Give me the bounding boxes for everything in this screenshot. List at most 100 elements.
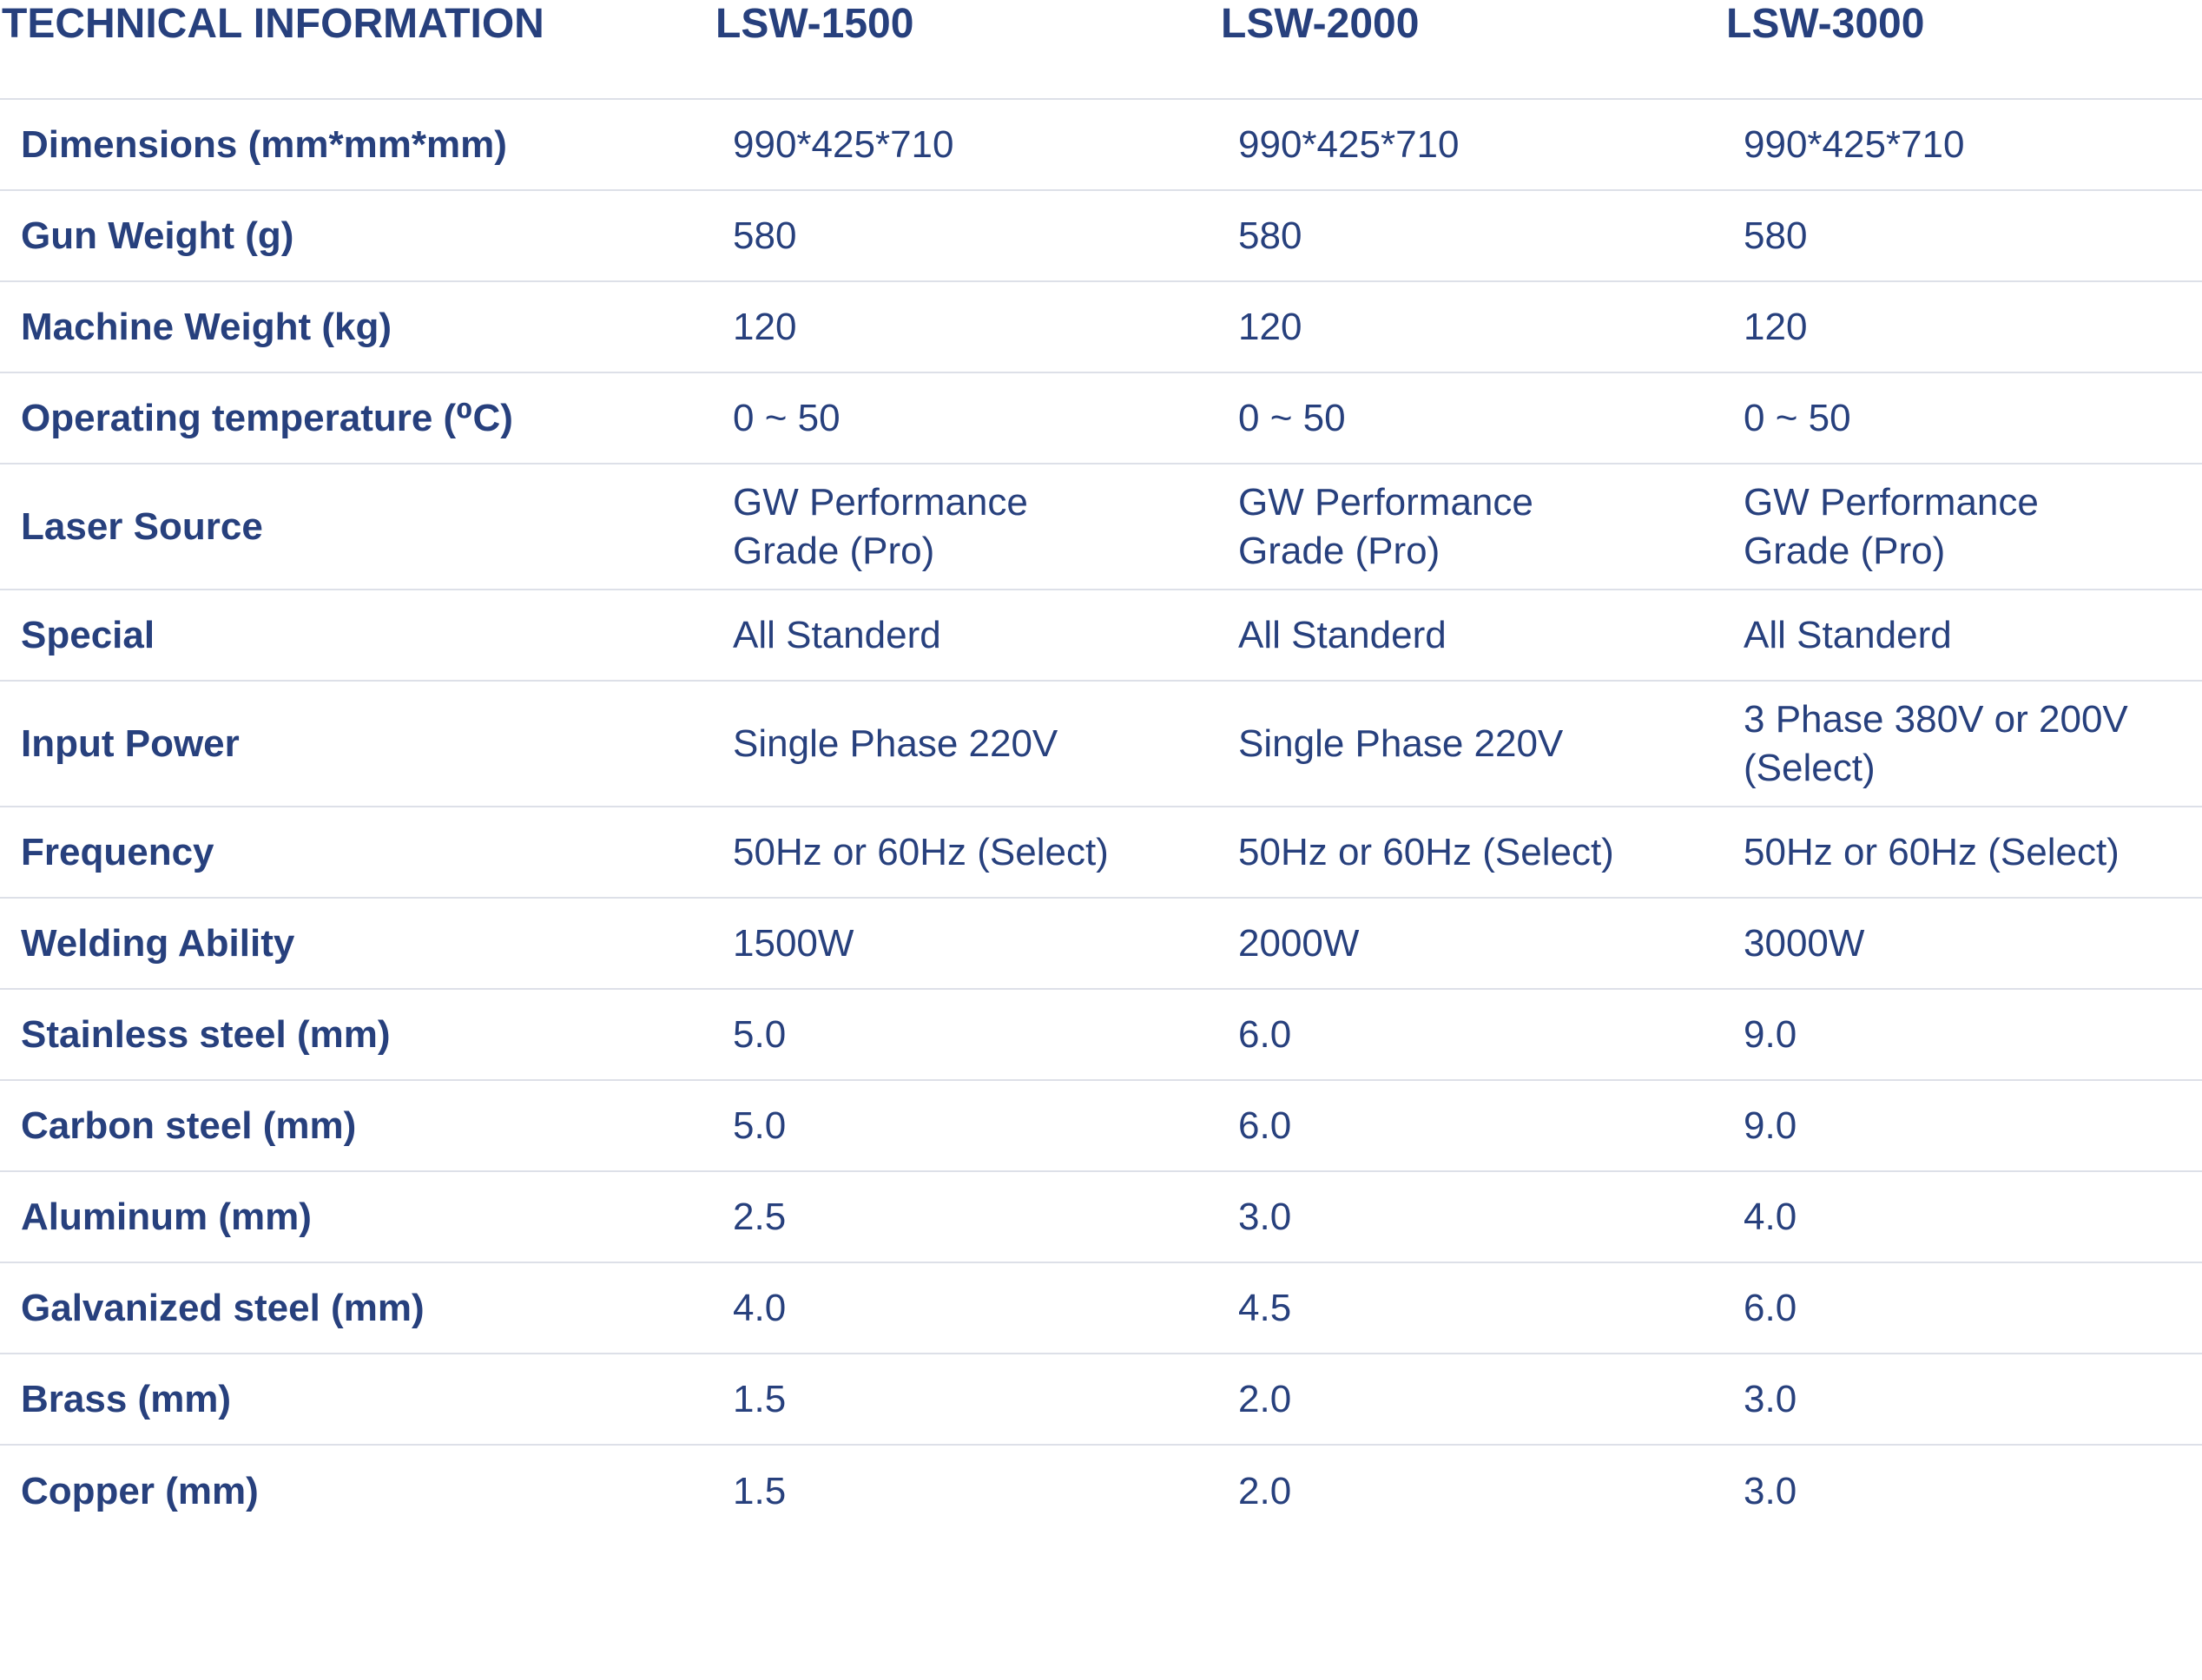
cell-lsw-3000: All Standerd xyxy=(1744,590,2195,680)
cell-value: GW Performance Grade (Pro) xyxy=(733,480,1028,572)
cell-value: 2000W xyxy=(1238,921,1360,965)
row-label: Frequency xyxy=(21,807,698,897)
cell-lsw-2000: Single Phase 220V xyxy=(1238,682,1724,806)
cell-lsw-1500: GW Performance Grade (Pro) xyxy=(733,464,1098,589)
row-label: Brass (mm) xyxy=(21,1354,698,1444)
row-label: Stainless steel (mm) xyxy=(21,990,698,1079)
cell-lsw-3000: 3.0 xyxy=(1744,1354,2195,1444)
header-lsw-2000: LSW-2000 xyxy=(1221,1,1420,47)
row-label: Laser Source xyxy=(21,464,698,589)
cell-lsw-2000: 0 ~ 50 xyxy=(1238,373,1724,463)
cell-value: All Standerd xyxy=(1744,613,1952,656)
row-label-text: Laser Source xyxy=(21,504,263,548)
table-row: Copper (mm) 1.5 2.0 3.0 xyxy=(0,1446,2202,1537)
table-row: Welding Ability 1500W 2000W 3000W xyxy=(0,899,2202,990)
cell-value: GW Performance Grade (Pro) xyxy=(1744,480,2039,572)
row-label: Operating temperature (⁰C) xyxy=(21,373,698,463)
cell-lsw-2000: 2.0 xyxy=(1238,1446,1724,1537)
cell-value: 0 ~ 50 xyxy=(733,396,841,439)
row-label: Copper (mm) xyxy=(21,1446,698,1537)
cell-lsw-1500: 50Hz or 60Hz (Select) xyxy=(733,807,1219,897)
cell-lsw-2000: 2000W xyxy=(1238,899,1724,988)
cell-value: 990*425*710 xyxy=(1744,122,1965,166)
table-header: TECHNICAL INFORMATION LSW-1500 LSW-2000 … xyxy=(0,0,2202,100)
row-label: Special xyxy=(21,590,698,680)
cell-value: 580 xyxy=(733,214,797,257)
row-label-text: Carbon steel (mm) xyxy=(21,1104,357,1147)
row-label: Aluminum (mm) xyxy=(21,1172,698,1262)
cell-lsw-1500: 120 xyxy=(733,282,1219,372)
table-row: Brass (mm) 1.5 2.0 3.0 xyxy=(0,1354,2202,1446)
cell-lsw-1500: 5.0 xyxy=(733,1081,1219,1170)
header-technical-information: TECHNICAL INFORMATION xyxy=(2,1,544,47)
table-row: Frequency 50Hz or 60Hz (Select) 50Hz or … xyxy=(0,807,2202,899)
cell-value: 0 ~ 50 xyxy=(1744,396,1851,439)
row-label-text: Brass (mm) xyxy=(21,1377,232,1420)
table-row: Galvanized steel (mm) 4.0 4.5 6.0 xyxy=(0,1263,2202,1354)
cell-value: 580 xyxy=(1744,214,1808,257)
table-row: Gun Weight (g) 580 580 580 xyxy=(0,191,2202,282)
cell-lsw-1500: 1.5 xyxy=(733,1446,1219,1537)
cell-lsw-3000: 3 Phase 380V or 200V (Select) xyxy=(1744,682,2178,806)
row-label-text: Operating temperature (⁰C) xyxy=(21,396,513,439)
cell-lsw-3000: GW Performance Grade (Pro) xyxy=(1744,464,2108,589)
cell-value: Single Phase 220V xyxy=(733,721,1058,765)
cell-value: 6.0 xyxy=(1744,1286,1797,1329)
table-row: Carbon steel (mm) 5.0 6.0 9.0 xyxy=(0,1081,2202,1172)
header-lsw-1500: LSW-1500 xyxy=(715,1,914,47)
cell-value: GW Performance Grade (Pro) xyxy=(1238,480,1533,572)
cell-lsw-3000: 990*425*710 xyxy=(1744,100,2195,189)
cell-value: All Standerd xyxy=(733,613,941,656)
row-label-text: Copper (mm) xyxy=(21,1469,259,1512)
cell-value: 6.0 xyxy=(1238,1012,1292,1056)
cell-value: 580 xyxy=(1238,214,1302,257)
cell-value: 9.0 xyxy=(1744,1104,1797,1147)
cell-value: 120 xyxy=(1238,305,1302,348)
row-label: Dimensions (mm*mm*mm) xyxy=(21,100,698,189)
cell-lsw-1500: 4.0 xyxy=(733,1263,1219,1353)
cell-lsw-2000: All Standerd xyxy=(1238,590,1724,680)
cell-value: 50Hz or 60Hz (Select) xyxy=(1238,830,1614,873)
cell-value: Single Phase 220V xyxy=(1238,721,1564,765)
cell-value: 0 ~ 50 xyxy=(1238,396,1346,439)
cell-lsw-1500: 5.0 xyxy=(733,990,1219,1079)
row-label: Gun Weight (g) xyxy=(21,191,698,280)
cell-value: 4.0 xyxy=(733,1286,787,1329)
cell-value: 6.0 xyxy=(1238,1104,1292,1147)
table-row: Aluminum (mm) 2.5 3.0 4.0 xyxy=(0,1172,2202,1263)
cell-value: 3.0 xyxy=(1744,1377,1797,1420)
table-row: Input Power Single Phase 220V Single Pha… xyxy=(0,682,2202,807)
cell-lsw-2000: 50Hz or 60Hz (Select) xyxy=(1238,807,1724,897)
cell-value: 9.0 xyxy=(1744,1012,1797,1056)
cell-lsw-1500: 990*425*710 xyxy=(733,100,1219,189)
cell-lsw-2000: 120 xyxy=(1238,282,1724,372)
cell-value: 3000W xyxy=(1744,921,1865,965)
cell-lsw-1500: 1.5 xyxy=(733,1354,1219,1444)
row-label: Carbon steel (mm) xyxy=(21,1081,698,1170)
cell-lsw-3000: 9.0 xyxy=(1744,990,2195,1079)
cell-lsw-2000: 4.5 xyxy=(1238,1263,1724,1353)
cell-lsw-3000: 6.0 xyxy=(1744,1263,2195,1353)
cell-lsw-1500: 580 xyxy=(733,191,1219,280)
header-lsw-3000: LSW-3000 xyxy=(1726,1,1925,47)
cell-value: 120 xyxy=(1744,305,1808,348)
cell-value: 3.0 xyxy=(1744,1469,1797,1512)
cell-lsw-2000: 580 xyxy=(1238,191,1724,280)
cell-lsw-3000: 580 xyxy=(1744,191,2195,280)
cell-lsw-1500: Single Phase 220V xyxy=(733,682,1219,806)
table-row: Operating temperature (⁰C) 0 ~ 50 0 ~ 50… xyxy=(0,373,2202,464)
cell-lsw-3000: 3.0 xyxy=(1744,1446,2195,1537)
cell-lsw-1500: 2.5 xyxy=(733,1172,1219,1262)
row-label-text: Aluminum (mm) xyxy=(21,1195,312,1238)
cell-lsw-2000: 2.0 xyxy=(1238,1354,1724,1444)
cell-lsw-3000: 4.0 xyxy=(1744,1172,2195,1262)
cell-lsw-2000: 3.0 xyxy=(1238,1172,1724,1262)
row-label-text: Machine Weight (kg) xyxy=(21,305,392,348)
cell-lsw-2000: 990*425*710 xyxy=(1238,100,1724,189)
row-label-text: Stainless steel (mm) xyxy=(21,1012,391,1056)
cell-value: 50Hz or 60Hz (Select) xyxy=(1744,830,2120,873)
cell-lsw-3000: 9.0 xyxy=(1744,1081,2195,1170)
cell-value: 990*425*710 xyxy=(733,122,954,166)
cell-lsw-3000: 0 ~ 50 xyxy=(1744,373,2195,463)
cell-value: 3 Phase 380V or 200V (Select) xyxy=(1744,697,2128,789)
